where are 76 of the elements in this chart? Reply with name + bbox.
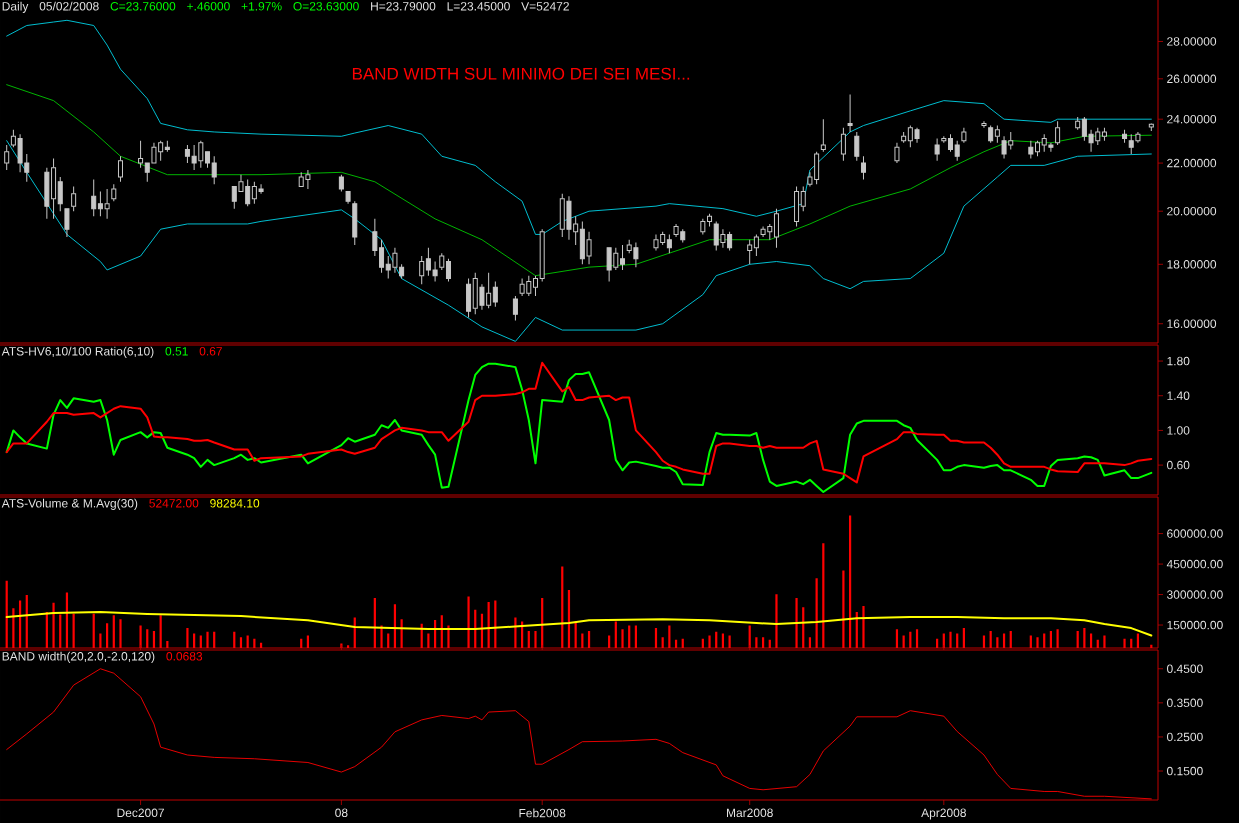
annotation: V=52472 bbox=[521, 2, 569, 11]
x-tick-label: Feb2008 bbox=[519, 808, 566, 818]
line-series bbox=[5, 611, 1153, 637]
annotation: 0.67 bbox=[199, 347, 222, 356]
annotation: +1.97% bbox=[241, 2, 282, 11]
y-tick-label: 0.2500 bbox=[1167, 732, 1203, 742]
chart-title: ATS-Volume & M.Avg(30) bbox=[1, 498, 138, 510]
x-tick-label: Dec2007 bbox=[117, 808, 164, 818]
candlestick bbox=[894, 142, 900, 164]
candlestick bbox=[466, 278, 472, 318]
candlestick bbox=[164, 140, 170, 153]
candlestick bbox=[205, 151, 211, 169]
candlestick bbox=[854, 131, 860, 162]
y-tick-label: 1.40 bbox=[1167, 391, 1190, 400]
annotation: BAND WIDTH SUL MINIMO DEI SEI MESI... bbox=[352, 67, 690, 80]
annotation: L=23.45000 bbox=[447, 2, 510, 11]
y-tick-label: 600000.00 bbox=[1167, 529, 1223, 538]
candlestick bbox=[847, 94, 853, 133]
line-series bbox=[6, 668, 1152, 800]
chart-title: ATS-HV6,10/100 Ratio(6,10) bbox=[1, 346, 154, 358]
y-tick-label: 24.00000 bbox=[1167, 114, 1217, 124]
candlestick bbox=[954, 140, 960, 162]
candlestick bbox=[860, 155, 866, 180]
y-tick-label: 450000.00 bbox=[1166, 559, 1223, 569]
candlestick bbox=[901, 131, 907, 144]
candlestick bbox=[961, 127, 967, 144]
annotation: 98284.10 bbox=[210, 499, 260, 508]
candlestick bbox=[981, 120, 987, 129]
annotation: 0.51 bbox=[165, 347, 188, 356]
candlestick bbox=[57, 176, 63, 212]
candlestick bbox=[352, 200, 358, 246]
line-series bbox=[6, 19, 1152, 235]
candlestick bbox=[666, 233, 672, 254]
candlestick bbox=[934, 137, 940, 162]
y-tick-label: 300000.00 bbox=[1166, 590, 1223, 599]
y-tick-label: 18.00000 bbox=[1167, 260, 1217, 269]
x-tick-label: Mar2008 bbox=[727, 808, 773, 818]
candlestick bbox=[492, 280, 498, 308]
annotation: H=23.79000 bbox=[371, 2, 436, 11]
candlestick bbox=[948, 133, 954, 153]
annotation: 05/02/2008 bbox=[39, 1, 99, 11]
y-tick-label: 0.60 bbox=[1167, 460, 1190, 470]
candlestick bbox=[345, 190, 351, 205]
chart-title: Daily bbox=[2, 1, 29, 13]
x-tick-label: Apr2008 bbox=[921, 808, 966, 820]
y-tick-label: 0.4500 bbox=[1167, 664, 1203, 673]
y-tick-label: 1.80 bbox=[1167, 356, 1190, 366]
candlestick bbox=[1028, 140, 1034, 160]
y-tick-label: 1.00 bbox=[1167, 426, 1190, 435]
annotation: 0.0683 bbox=[166, 652, 203, 661]
annotation: C=23.76000 bbox=[110, 2, 176, 11]
annotation: 52472.00 bbox=[149, 499, 199, 508]
candlestick bbox=[512, 295, 518, 322]
y-tick-label: 0.3500 bbox=[1167, 698, 1203, 708]
annotation: O=23.63000 bbox=[293, 2, 359, 11]
candlestick bbox=[1122, 129, 1128, 144]
candlestick bbox=[91, 178, 97, 217]
candlestick bbox=[820, 118, 826, 153]
y-tick-label: 150000.00 bbox=[1167, 620, 1223, 630]
annotation: +.46000 bbox=[187, 2, 230, 11]
candlestick bbox=[941, 135, 947, 144]
candlestick bbox=[988, 125, 994, 144]
y-tick-label: 20.00000 bbox=[1167, 206, 1217, 216]
y-tick-label: 28.00000 bbox=[1167, 37, 1217, 46]
candlestick bbox=[64, 208, 70, 238]
y-tick-label: 26.00000 bbox=[1167, 74, 1217, 84]
candlestick bbox=[620, 244, 626, 271]
x-tick-label: 08 bbox=[335, 808, 348, 818]
chart-title: BAND width(20,2.0,-2.0,120) bbox=[2, 651, 155, 663]
y-tick-label: 0.1500 bbox=[1167, 766, 1203, 776]
candlestick bbox=[1075, 116, 1081, 131]
y-tick-label: 16.00000 bbox=[1167, 319, 1217, 328]
y-tick-label: 22.00000 bbox=[1167, 158, 1217, 168]
candlestick bbox=[445, 258, 451, 282]
candlestick bbox=[338, 174, 344, 192]
candlestick bbox=[211, 155, 217, 185]
